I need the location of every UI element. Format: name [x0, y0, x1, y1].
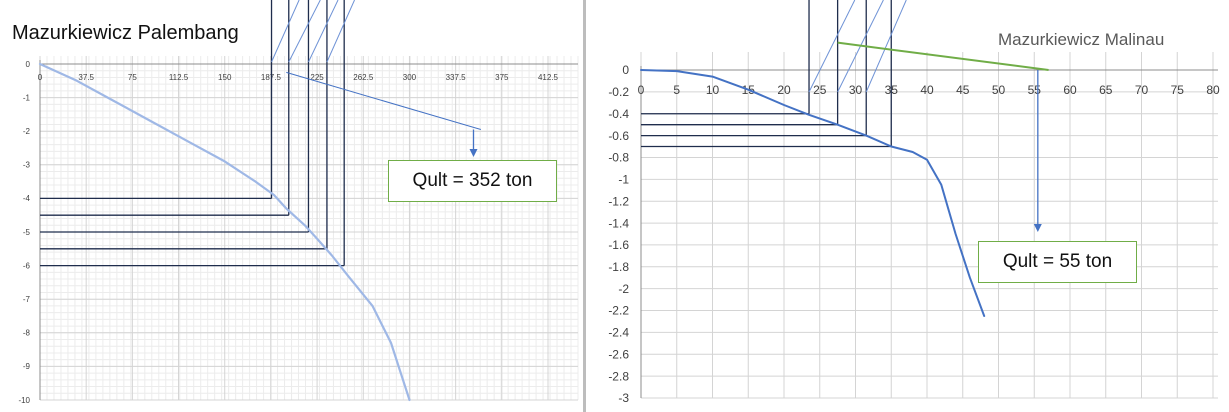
x-tick-label: 225 — [310, 73, 324, 82]
x-tick-label: 412.5 — [538, 73, 559, 82]
y-tick-label: -8 — [23, 329, 31, 338]
x-tick-label: 112.5 — [169, 73, 189, 82]
helper-45-line — [271, 0, 300, 63]
chart-panel-malinau: 0 5 10 15 20 25 30 35 40 45 50 55 60 65 70 75 80 0 -0.2 -0.… — [586, 0, 1229, 412]
x-tick-label: 0 — [638, 83, 645, 97]
chart-canvas-malinau: 0 5 10 15 20 25 30 35 40 45 50 55 60 65 70 75 800-0.2-0.… — [608, 0, 1220, 405]
x-tick-label: 37.5 — [78, 73, 94, 82]
x-tick-label: 150 — [218, 73, 232, 82]
y-tick-label: -0.8 — [608, 151, 629, 165]
x-tick-label: 30 — [849, 83, 863, 97]
x-tick-label: 300 — [403, 73, 417, 82]
y-tick-label: -5 — [23, 228, 31, 237]
chart-title-malinau: Mazurkiewicz Malinau — [998, 30, 1165, 49]
y-tick-label: -3 — [23, 161, 31, 170]
y-tick-label: -2.8 — [608, 369, 629, 383]
y-tick-label: -10 — [18, 396, 30, 405]
y-tick-label: 0 — [26, 60, 31, 69]
y-tick-label: -1.4 — [608, 216, 629, 230]
y-tick-label: -3 — [618, 391, 629, 405]
y-tick-label: -9 — [23, 362, 31, 371]
x-tick-label: 60 — [1063, 83, 1077, 97]
helper-45-line — [808, 0, 856, 93]
x-tick-label: 75 — [128, 73, 137, 82]
x-tick-label: 50 — [992, 83, 1006, 97]
x-tick-label: 55 — [1028, 83, 1042, 97]
y-tick-label: -6 — [23, 261, 31, 270]
x-tick-label: 0 — [38, 73, 43, 82]
y-tick-label: -2.4 — [608, 326, 629, 340]
chart-title-palembang: Mazurkiewicz Palembang — [12, 22, 239, 44]
y-tick-label: -0.4 — [608, 107, 629, 121]
x-tick-label: 262.5 — [353, 73, 374, 82]
qult-annotation-palembang: Qult = 352 ton — [388, 160, 557, 202]
y-tick-label: -1 — [23, 93, 31, 102]
y-tick-label: -0.2 — [608, 85, 629, 99]
y-tick-label: -7 — [23, 295, 31, 304]
panel-divider — [583, 0, 586, 412]
y-tick-label: -1 — [618, 173, 629, 187]
x-tick-label: 45 — [956, 83, 970, 97]
x-tick-label: 337.5 — [446, 73, 467, 82]
extrapolation-line — [837, 41, 1049, 71]
y-tick-label: -1.6 — [608, 238, 629, 252]
qult-arrow-head — [469, 149, 478, 157]
x-tick-label: 5 — [673, 83, 680, 97]
x-tick-label: 25 — [813, 83, 827, 97]
y-tick-label: -2 — [23, 127, 31, 136]
y-tick-label: -2 — [618, 282, 629, 296]
y-tick-label: -4 — [23, 194, 31, 203]
x-tick-label: 75 — [1171, 83, 1185, 97]
helper-45-line — [288, 0, 321, 63]
helper-45-line — [865, 0, 907, 93]
y-tick-label: -1.2 — [608, 194, 629, 208]
extrapolation-line — [286, 71, 482, 130]
load-settlement-curve — [640, 69, 986, 317]
x-tick-label: 20 — [777, 83, 791, 97]
x-tick-label: 80 — [1206, 83, 1220, 97]
y-tick-label: -1.8 — [608, 260, 629, 274]
qult-arrow-head — [1033, 224, 1042, 232]
helper-45-line — [326, 0, 355, 63]
x-tick-label: 10 — [706, 83, 720, 97]
y-tick-label: -0.6 — [608, 129, 629, 143]
y-tick-label: -2.2 — [608, 304, 629, 318]
load-settlement-curve — [38, 62, 411, 402]
chart-canvas-palembang: 037.575112.5150187.5225262.5300337.53754… — [18, 0, 579, 405]
x-tick-label: 70 — [1135, 83, 1149, 97]
chart-panel-palembang: 037.575112.5150187.5225262.5300337.53754… — [0, 0, 583, 412]
x-tick-label: 375 — [495, 73, 509, 82]
y-tick-label: 0 — [622, 63, 629, 77]
y-tick-label: -2.6 — [608, 347, 629, 361]
qult-annotation-malinau: Qult = 55 ton — [978, 241, 1137, 283]
x-tick-label: 40 — [920, 83, 934, 97]
helper-45-line — [308, 0, 339, 63]
x-tick-label: 65 — [1099, 83, 1113, 97]
